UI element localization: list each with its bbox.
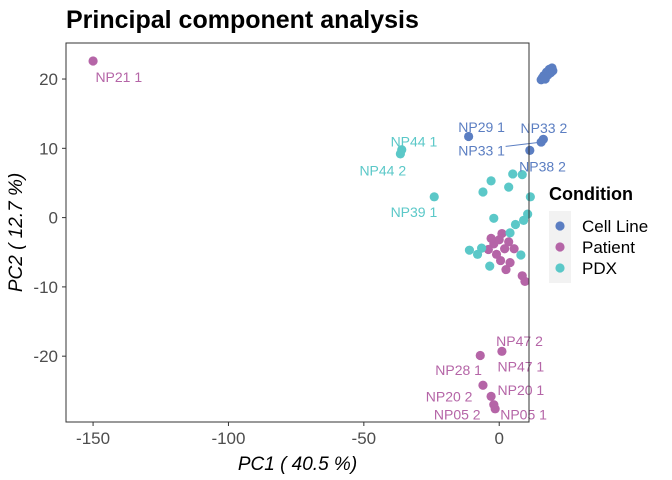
data-point-patient [497, 228, 507, 239]
point-label: NP29 1 [458, 119, 505, 135]
point-label: NP20 2 [426, 388, 473, 404]
data-point-patient [495, 255, 506, 266]
data-point-pdx [504, 182, 514, 192]
data-point-pdx [397, 145, 407, 155]
label-leader-line [505, 141, 542, 147]
y-tick-label: 20 [39, 70, 58, 89]
x-tick-label: -150 [76, 429, 110, 448]
point-label: NP20 1 [498, 382, 545, 398]
x-axis-title: PC1 ( 40.5 %) [238, 454, 357, 475]
legend: Condition Cell Line Patient PDX [549, 184, 648, 283]
legend-label: PDX [582, 259, 617, 278]
plot-area: NP21 1 NP29 1 NP33 2 NP33 1 NP38 2 NP44 1 NP44… [88, 56, 567, 422]
data-point-patient [486, 391, 496, 401]
data-point-cell-line [464, 131, 474, 142]
point-label: NP33 2 [521, 120, 568, 136]
point-label: NP47 2 [496, 333, 543, 349]
point-label: NP21 1 [95, 69, 142, 85]
data-point-pdx [518, 215, 529, 225]
point-label: NP44 2 [359, 162, 406, 178]
x-tick-label: 0 [494, 429, 503, 448]
point-label: NP47 1 [498, 359, 545, 375]
data-point-cell-line [525, 145, 535, 155]
data-point-patient [486, 233, 496, 243]
data-point-patient [490, 404, 500, 414]
y-tick-label: -10 [33, 278, 58, 297]
data-point-patient [509, 244, 519, 254]
y-tick-label: -20 [33, 347, 58, 366]
data-point-patient [88, 56, 98, 66]
point-label: NP44 1 [391, 133, 438, 149]
data-point-patient [505, 258, 515, 268]
data-point-patient [475, 350, 485, 361]
data-point-patient [497, 346, 507, 356]
x-tick-label: -50 [352, 429, 377, 448]
data-point-patient [500, 244, 510, 254]
data-point-pdx [517, 170, 527, 180]
chart-title: Principal component analysis [66, 6, 419, 34]
legend-key-patient [555, 242, 565, 252]
data-point-patient [504, 237, 514, 247]
legend-key-pdx [555, 263, 565, 273]
data-point-pdx [486, 176, 496, 186]
point-label: NP38 2 [519, 158, 566, 174]
data-point-pdx [510, 219, 521, 230]
data-point-pdx [505, 228, 515, 238]
data-point-patient [501, 264, 511, 275]
legend-label: Cell Line [582, 217, 648, 236]
data-point-patient [478, 380, 488, 390]
data-point-pdx [429, 192, 439, 202]
y-tick-label: 0 [49, 209, 58, 228]
y-axis-title: PC2 ( 12.7 %) [6, 173, 27, 292]
panel-border [65, 42, 530, 423]
data-point-pdx [464, 245, 475, 255]
data-point-pdx [516, 250, 526, 260]
point-label: NP28 1 [435, 362, 482, 378]
data-point-cell-line [548, 66, 558, 76]
legend-label: Patient [582, 238, 635, 257]
data-point-pdx [478, 187, 488, 197]
data-point-patient [520, 276, 530, 286]
point-label: NP05 2 [434, 406, 481, 422]
data-point-pdx [525, 192, 535, 202]
point-label: NP05 1 [500, 406, 547, 422]
y-tick-label: 10 [39, 139, 58, 158]
point-label: NP39 1 [391, 204, 438, 220]
data-point-cell-line [540, 74, 550, 84]
data-point-pdx [508, 169, 518, 179]
x-tick-label: -100 [211, 429, 245, 448]
data-point-pdx [489, 213, 499, 223]
legend-title: Condition [549, 184, 633, 204]
legend-key-cell-line [555, 221, 565, 231]
data-point-pdx [485, 261, 495, 271]
point-label: NP33 1 [458, 142, 505, 158]
data-point-pdx [477, 243, 487, 253]
